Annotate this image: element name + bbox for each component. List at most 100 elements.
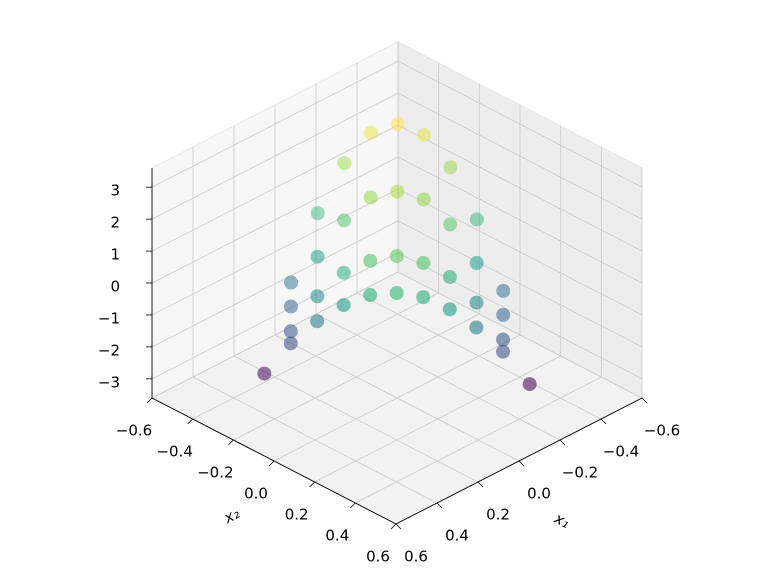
tick-mark: [146, 397, 153, 404]
y-tick-label: 0.6: [366, 548, 390, 566]
point: [336, 298, 351, 313]
point: [337, 213, 352, 228]
grid-line: [397, 188, 643, 316]
grid-line: [151, 92, 399, 220]
axes: −0.6−0.4−0.20.00.20.40.6−0.6−0.4−0.20.00…: [98, 168, 680, 566]
point: [390, 117, 405, 132]
point: [310, 289, 325, 304]
tick-mark: [350, 502, 356, 509]
x-axis-label: x₁: [551, 509, 573, 532]
panes: [150, 41, 644, 525]
point: [390, 184, 405, 199]
grid-line: [151, 124, 399, 252]
grid-line: [151, 271, 399, 399]
point: [284, 275, 299, 290]
tick-mark: [309, 481, 315, 488]
tick-mark: [395, 523, 402, 530]
point: [389, 286, 404, 301]
y-tick-label: 0.4: [325, 527, 349, 545]
point: [416, 192, 431, 207]
x-tick-label: −0.4: [603, 443, 639, 461]
point: [469, 320, 484, 335]
y-tick-label: −0.6: [116, 422, 152, 440]
z-tick-label: −3: [98, 373, 120, 391]
grid-line: [397, 92, 643, 220]
point: [496, 344, 511, 359]
point: [442, 302, 457, 317]
z-tick-label: 3: [110, 182, 120, 200]
point: [469, 256, 484, 271]
point: [469, 212, 484, 227]
points: [257, 117, 537, 392]
point: [283, 324, 298, 339]
grid-line: [314, 355, 561, 483]
point: [363, 288, 378, 303]
grid-line: [151, 188, 399, 316]
axis-line: [151, 397, 397, 525]
point: [363, 190, 378, 205]
tick-mark: [436, 502, 443, 509]
grid-line: [151, 252, 399, 380]
point: [257, 366, 272, 381]
y-tick-label: 0.0: [244, 485, 268, 503]
tick-mark: [518, 460, 525, 467]
x-tick-label: 0.0: [527, 485, 551, 503]
point: [442, 269, 457, 284]
grid-line: [233, 313, 480, 441]
y-tick-label: 0.2: [285, 506, 309, 524]
point: [443, 160, 458, 175]
y-tick-label: −0.4: [156, 443, 192, 461]
point: [522, 377, 537, 392]
grid-line: [151, 220, 399, 348]
y-tick-label: −0.2: [197, 464, 233, 482]
grid: [151, 42, 643, 525]
point: [496, 307, 511, 322]
grid-line: [151, 156, 399, 284]
tick-mark: [268, 460, 275, 467]
point: [310, 206, 325, 221]
tick-mark: [559, 439, 566, 446]
tick-mark: [187, 418, 193, 425]
z-tick-label: 1: [110, 246, 120, 264]
tick-mark: [641, 397, 648, 404]
grid-line: [397, 252, 643, 380]
point: [363, 125, 378, 140]
x-tick-label: −0.2: [562, 464, 598, 482]
grid-line: [355, 376, 602, 504]
point: [496, 283, 511, 298]
point: [336, 265, 351, 280]
point: [363, 253, 378, 268]
grid-line: [192, 292, 439, 420]
point: [283, 299, 298, 314]
point: [283, 336, 298, 351]
tick-mark: [390, 523, 397, 530]
point: [417, 127, 432, 142]
grid-line: [397, 220, 643, 348]
tick-mark: [228, 439, 234, 446]
axis-line: [395, 397, 643, 525]
grid-line: [273, 334, 521, 462]
point: [310, 314, 325, 329]
point: [469, 295, 484, 310]
grid-line: [397, 156, 643, 284]
x-tick-label: 0.2: [486, 506, 510, 524]
grid-line: [397, 124, 643, 252]
x-tick-label: 0.4: [445, 527, 469, 545]
point: [416, 290, 431, 305]
point: [416, 255, 431, 270]
z-tick-label: −1: [98, 309, 120, 327]
point: [496, 332, 511, 347]
grid-line: [151, 60, 399, 188]
tick-mark: [600, 418, 607, 425]
point: [310, 249, 325, 264]
z-tick-label: −2: [98, 341, 120, 359]
z-tick-label: 2: [110, 214, 120, 232]
point: [389, 249, 404, 264]
point: [337, 156, 352, 171]
tick-mark: [477, 481, 484, 488]
grid-line: [397, 60, 643, 188]
x-tick-label: −0.6: [644, 422, 680, 440]
x-tick-label: 0.6: [404, 548, 428, 566]
z-tick-label: 0: [110, 278, 120, 296]
